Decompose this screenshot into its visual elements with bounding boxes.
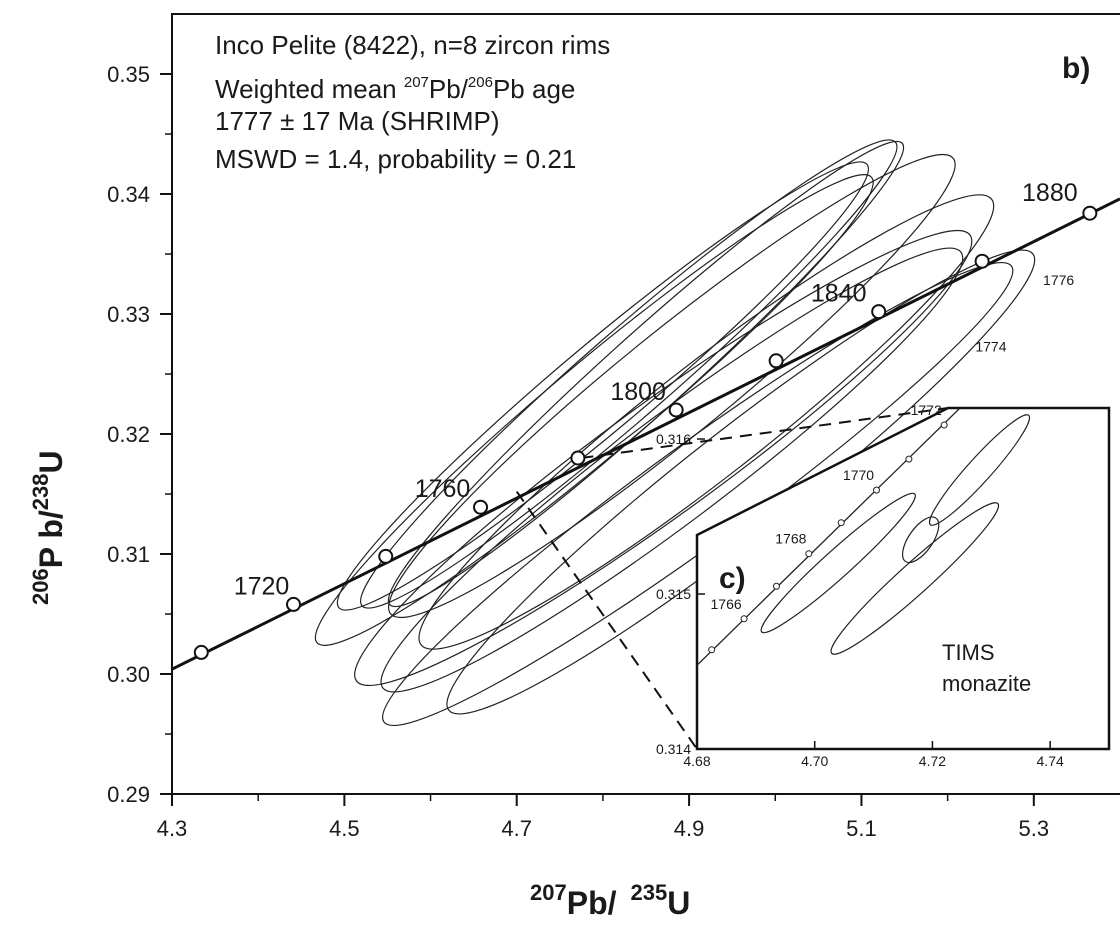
inset-age-label: 1772 xyxy=(911,402,942,418)
inset-error-ellipse xyxy=(928,414,1031,526)
concordia-age-marker xyxy=(473,499,489,515)
concordia-age-marker xyxy=(378,548,394,564)
concordia-age-label: 1760 xyxy=(415,475,471,503)
inset-concordia-curve xyxy=(697,408,961,666)
inset-x-tick-label: 4.74 xyxy=(1037,753,1064,769)
error-ellipse xyxy=(388,153,956,619)
concordia-age-marker xyxy=(974,253,990,269)
concordia-age-label: 1800 xyxy=(610,378,666,406)
inset-x-tick-label: 4.72 xyxy=(919,753,946,769)
y-axis-separator: / xyxy=(33,510,69,519)
y-tick-label: 0.29 xyxy=(107,782,150,807)
x-tick-label: 4.9 xyxy=(674,816,705,841)
inset-plot: 4.68 4.70 4.72 4.74 0.314 0.315 0.316 1766 1768 1… xyxy=(656,272,1111,769)
y-tick-label: 0.33 xyxy=(107,302,150,327)
inset-error-ellipse xyxy=(760,492,916,634)
x-tick-label: 4.3 xyxy=(157,816,188,841)
y-axis-mass-top: 206 xyxy=(28,568,53,605)
x-tick-label: 4.7 xyxy=(501,816,532,841)
inset-x-tick-label: 4.68 xyxy=(683,753,710,769)
x-axis-mass-top: 207 xyxy=(530,880,567,905)
x-axis-separator: / xyxy=(608,885,617,921)
concordia-age-label: 1880 xyxy=(1022,179,1078,207)
x-axis-title: 207Pb/ 235U xyxy=(530,880,690,921)
annotation-line2-pre: Weighted mean xyxy=(215,74,404,104)
concordia-age-marker xyxy=(286,596,302,612)
inset-age-marker xyxy=(905,455,913,463)
inset-age-marker xyxy=(974,390,980,396)
inset-age-marker xyxy=(940,421,948,429)
y-axis-title: 206P b/238U xyxy=(28,450,69,605)
error-ellipse xyxy=(380,247,964,693)
chart-annotation-line2: Weighted mean 207Pb/206Pb age xyxy=(215,74,575,104)
inset-age-marker xyxy=(1074,292,1080,298)
inset-frame xyxy=(695,406,1111,751)
inset-age-marker xyxy=(772,582,780,590)
x-axis-element-bottom: U xyxy=(667,885,690,921)
annotation-line2-mid: Pb/ xyxy=(429,74,469,104)
chart-annotation-line4: MSWD = 1.4, probability = 0.21 xyxy=(215,144,576,174)
concordia-age-marker xyxy=(1082,205,1098,221)
annotation-line2-post: Pb age xyxy=(493,74,575,104)
inset-age-marker xyxy=(1006,359,1012,365)
error-ellipse xyxy=(418,194,995,650)
inset-y-tick-label: 0.314 xyxy=(656,741,691,757)
concordia-age-label: 1720 xyxy=(234,572,290,600)
y-tick-label: 0.30 xyxy=(107,662,150,687)
inset-annotation-line2: monazite xyxy=(942,671,1031,696)
error-ellipse xyxy=(336,161,870,611)
y-axis-element-bottom: U xyxy=(33,450,69,473)
panel-label-b: b) xyxy=(1062,52,1090,85)
y-tick-label: 0.34 xyxy=(107,182,150,207)
inset-y-tick-label: 0.316 xyxy=(656,431,691,447)
inset-panel-label-c: c) xyxy=(719,562,746,595)
inset-age-label: 1774 xyxy=(975,339,1006,355)
x-tick-label: 5.1 xyxy=(846,816,877,841)
error-ellipse xyxy=(354,229,973,687)
x-tick-label: 5.3 xyxy=(1019,816,1050,841)
inset-age-marker xyxy=(873,486,881,494)
x-axis-mass-bottom: 235 xyxy=(631,880,668,905)
inset-age-label: 1770 xyxy=(843,467,874,483)
chart-text: Inco Pelite (8422), n=8 zircon rims Weig… xyxy=(28,30,1090,921)
inset-age-marker xyxy=(837,519,845,527)
concordia-age-marker xyxy=(768,353,784,369)
chart-annotation-line3: 1777 ± 17 Ma (SHRIMP) xyxy=(215,106,499,136)
inset-error-ellipse xyxy=(830,502,1000,655)
annotation-line2-sup2: 206 xyxy=(468,74,493,91)
inset-annotation-line1: TIMS xyxy=(942,640,995,665)
main-plot: 4.3 4.5 4.7 4.9 5.1 5.3 0.29 0.30 0.31 0.32 0.33 0.… xyxy=(107,13,1120,841)
concordia-age-marker xyxy=(871,304,887,320)
inset-error-ellipse xyxy=(901,516,940,564)
inset-age-marker xyxy=(1038,326,1044,332)
concordia-age-marker xyxy=(193,644,209,660)
concordia-curve xyxy=(172,197,1120,671)
main-plot-frame xyxy=(171,13,1120,795)
concordia-age-marker xyxy=(668,402,684,418)
zoom-connector-upper xyxy=(581,407,949,459)
x-axis-element-top: Pb xyxy=(567,885,608,921)
inset-age-label: 1766 xyxy=(711,596,742,612)
annotation-line2-sup1: 207 xyxy=(404,74,429,91)
y-tick-label: 0.31 xyxy=(107,542,150,567)
concordia-age-marker xyxy=(570,450,586,466)
y-tick-label: 0.35 xyxy=(107,62,150,87)
y-tick-label: 0.32 xyxy=(107,422,150,447)
inset-age-marker xyxy=(740,615,748,623)
inset-x-tick-label: 4.70 xyxy=(801,753,828,769)
concordia-age-label: 1840 xyxy=(811,280,867,308)
inset-plot-area xyxy=(697,292,1080,666)
inset-y-tick-label: 0.315 xyxy=(656,586,691,602)
x-tick-label: 4.5 xyxy=(329,816,360,841)
y-axis-mass-bottom: 238 xyxy=(28,473,53,510)
zoom-connector-lower xyxy=(515,491,698,750)
inset-age-label: 1776 xyxy=(1043,272,1074,288)
chart-annotation-line1: Inco Pelite (8422), n=8 zircon rims xyxy=(215,30,610,60)
inset-age-marker xyxy=(805,550,813,558)
inset-age-marker xyxy=(708,646,716,654)
y-axis-element-top: P b xyxy=(33,519,69,568)
inset-age-label: 1768 xyxy=(775,531,806,547)
